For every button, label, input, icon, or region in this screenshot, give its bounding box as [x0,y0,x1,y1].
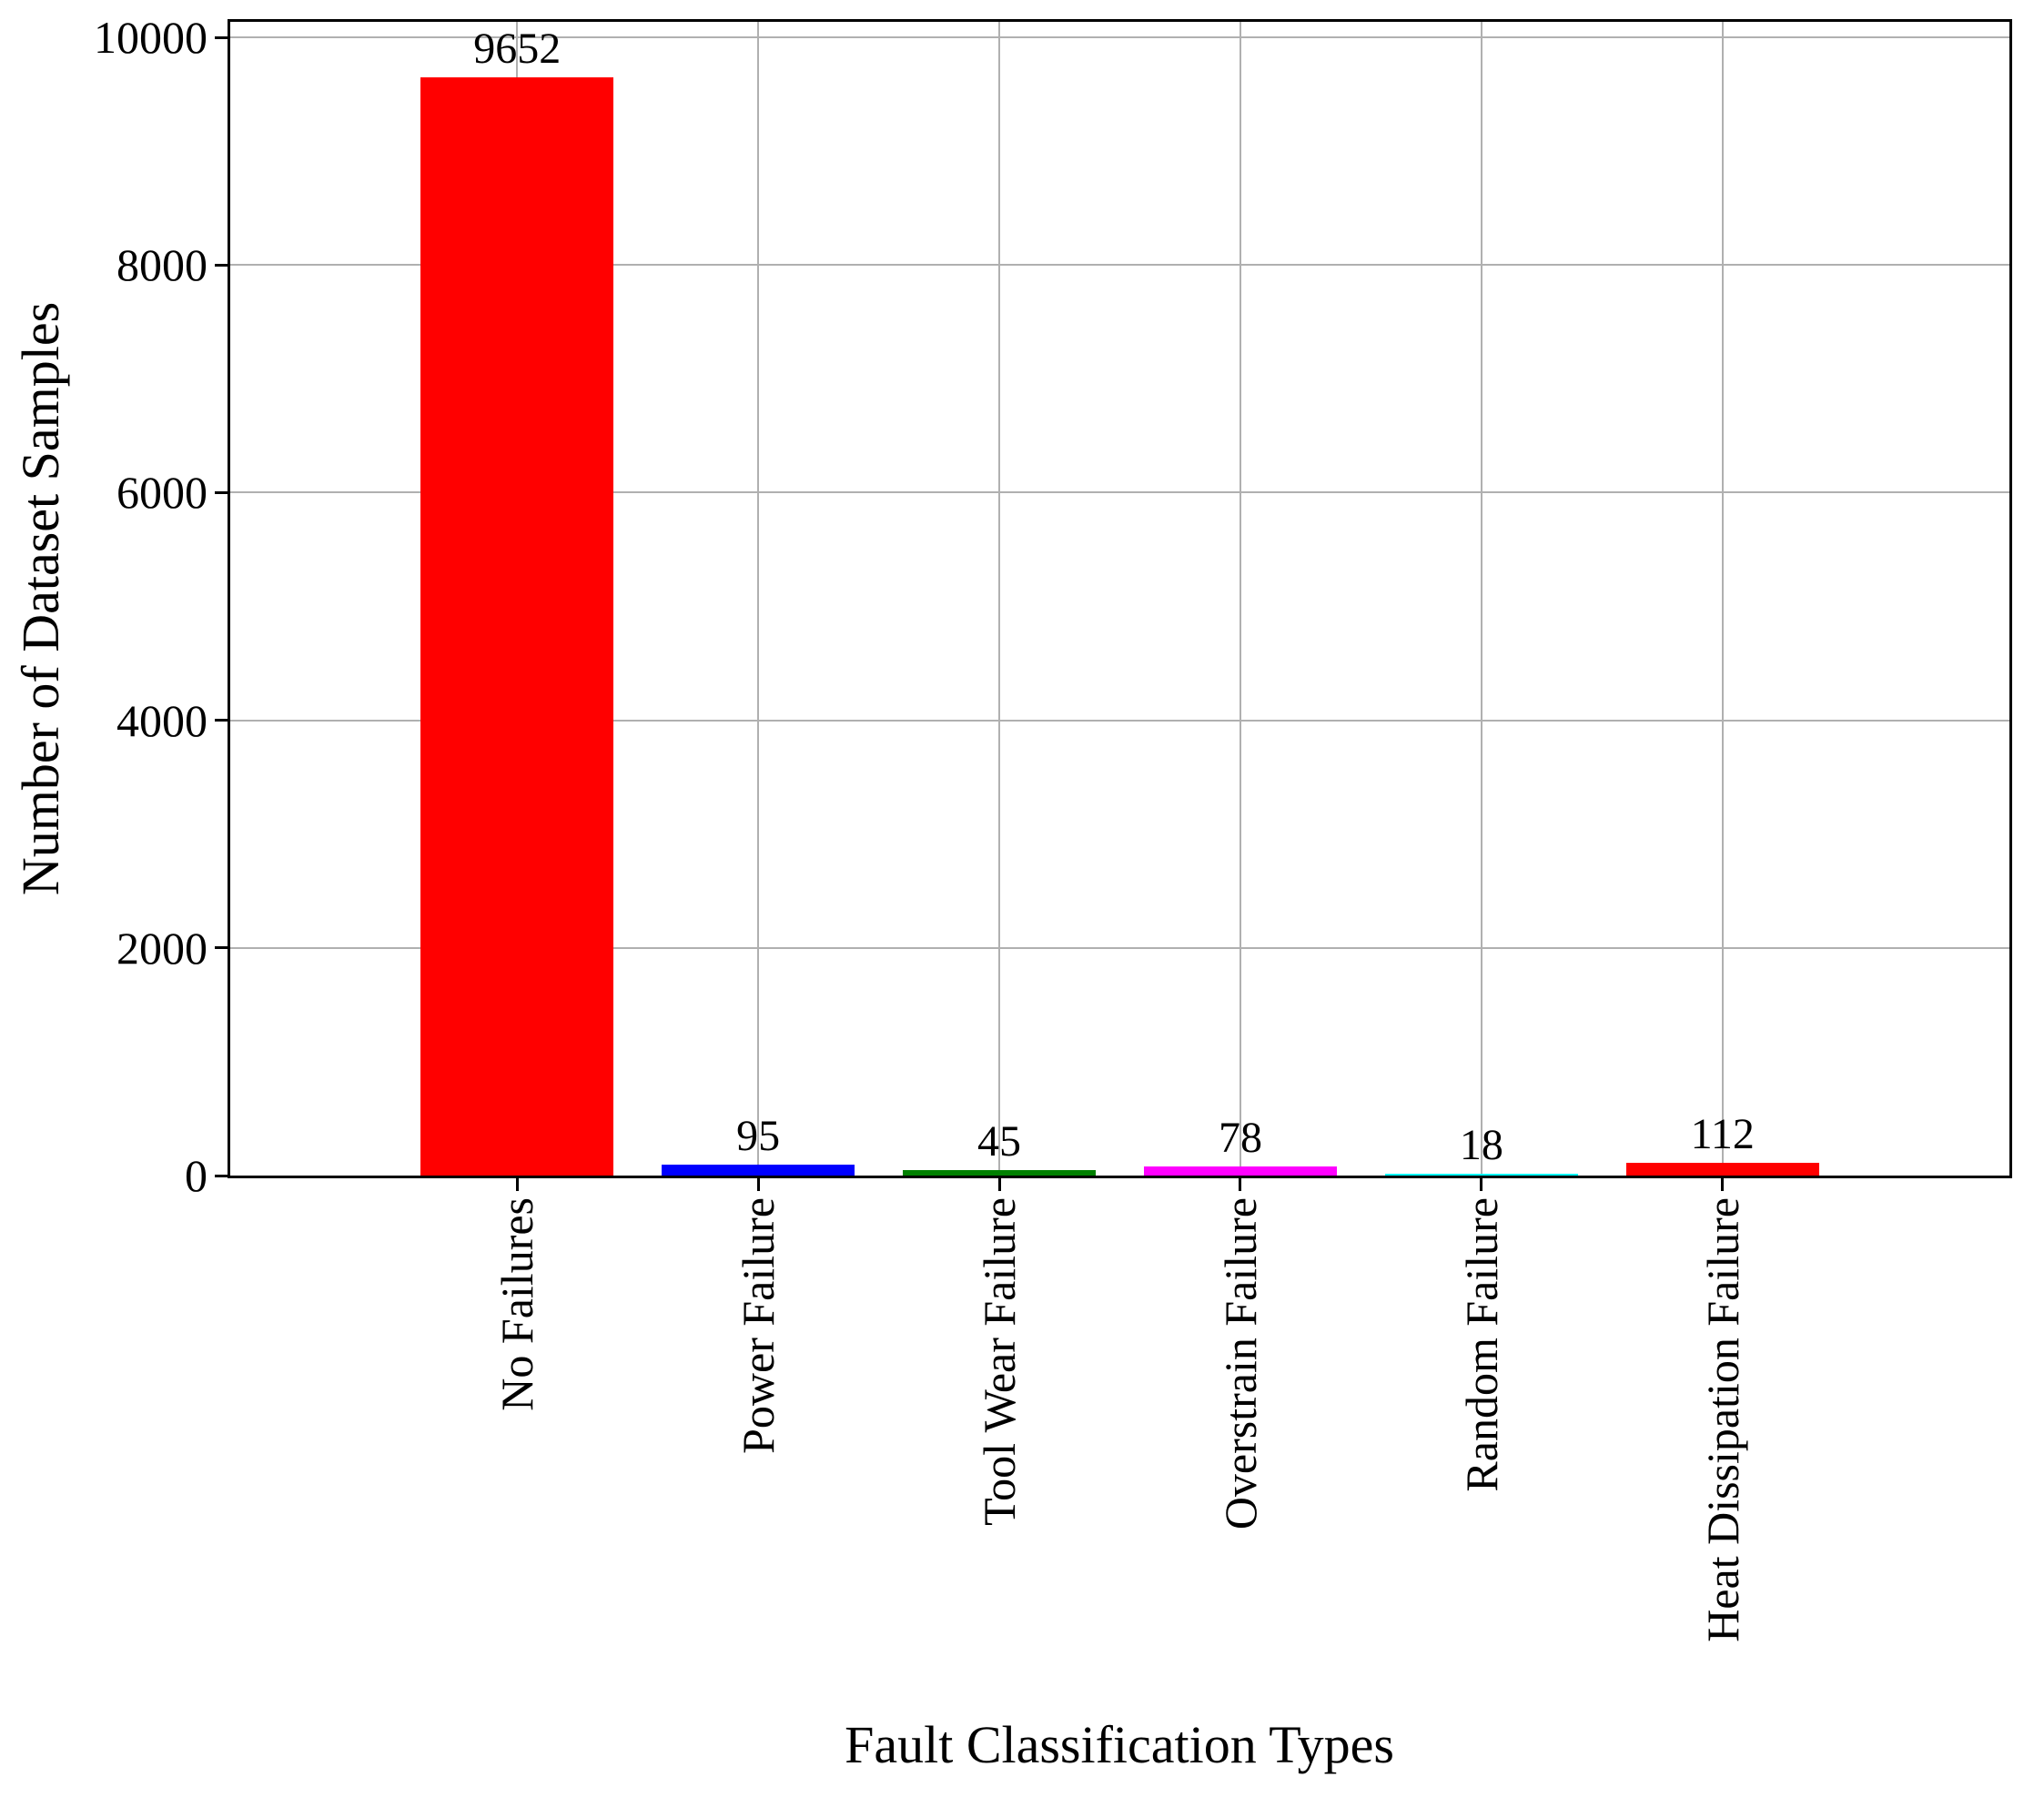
y-tick-label: 0 [185,1150,207,1201]
bar-value-layer: 9652 95 45 78 18 112 [230,22,2009,1176]
y-tick-label: 10000 [94,12,207,63]
bar [1384,1174,1578,1176]
y-tick [215,490,228,494]
h-gridline [230,36,2009,38]
y-tick [215,719,228,722]
v-gridline [998,22,1001,1176]
x-tick [997,1178,1001,1191]
bar-value-label: 9652 [473,25,562,73]
y-tick [215,35,228,39]
x-tick-label: Tool Wear Failure [974,1197,1026,1526]
bar-value-label: 95 [736,1112,781,1160]
bar [903,1170,1096,1176]
x-tick [515,1178,519,1191]
h-gridline [230,264,2009,267]
y-tick [215,946,228,950]
bar-value-label: 112 [1690,1110,1755,1158]
y-axis-title: Number of Dataset Samples [11,301,70,896]
h-gridline [230,491,2009,494]
bar [1143,1166,1337,1176]
bar [1625,1163,1819,1176]
x-tick [1239,1178,1242,1191]
x-tick [1721,1178,1725,1191]
y-tick [215,1174,228,1177]
bar-value-label: 78 [1218,1114,1262,1162]
y-tick-label: 6000 [116,467,207,519]
x-tick-label: Heat Dissipation Failure [1696,1197,1748,1642]
x-tick-label: Random Failure [1455,1197,1507,1492]
y-tick-label: 8000 [116,239,207,291]
v-gridline [1239,22,1241,1176]
y-tick [215,263,228,267]
x-tick-label: Power Failure [733,1197,784,1454]
v-gridline [1721,22,1724,1176]
x-tick-label: No Failures [491,1197,543,1411]
v-gridline [1480,22,1482,1176]
v-gridline [757,22,760,1176]
bar [420,77,614,1176]
x-tick-label: Overstrain Failure [1214,1197,1266,1530]
x-tick [1480,1178,1483,1191]
x-axis-title: Fault Classification Types [845,1715,1394,1774]
bar-layer [230,22,2009,1176]
bar [662,1165,855,1176]
y-tick-label: 4000 [116,694,207,746]
x-tick [756,1178,760,1191]
plot-area: 9652 95 45 78 18 112 [230,22,2009,1176]
h-gridline [230,946,2009,949]
y-tick-label: 2000 [116,922,207,974]
bar-value-label: 45 [977,1117,1022,1166]
bar-value-label: 18 [1459,1121,1503,1169]
h-gridline [230,719,2009,722]
